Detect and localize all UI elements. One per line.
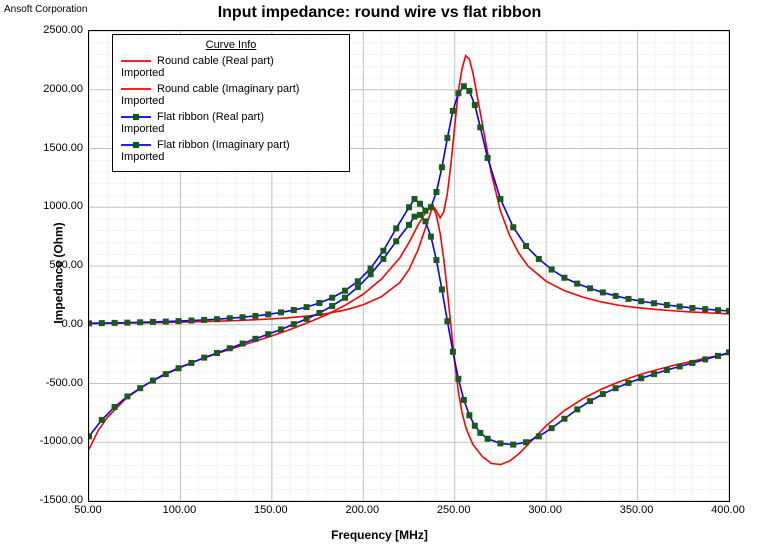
xtick-label: 100.00 bbox=[163, 504, 197, 516]
ytick-label: -1000.00 bbox=[28, 435, 83, 447]
legend-item: Flat ribbon (Real part) bbox=[121, 111, 341, 123]
xtick-label: 250.00 bbox=[437, 504, 471, 516]
ytick-label: -500.00 bbox=[28, 377, 83, 389]
ytick-label: 2500.00 bbox=[28, 24, 83, 36]
xtick-label: 300.00 bbox=[528, 504, 562, 516]
ytick-label: 1500.00 bbox=[28, 142, 83, 154]
xtick-label: 200.00 bbox=[345, 504, 379, 516]
legend-item: Round cable (Imaginary part) bbox=[121, 83, 341, 95]
legend-label: Round cable (Real part) bbox=[157, 55, 274, 67]
legend-item: Flat ribbon (Imaginary part) bbox=[121, 139, 341, 151]
legend-title: Curve Info bbox=[121, 39, 341, 51]
ytick-label: 500.00 bbox=[28, 259, 83, 271]
legend-sublabel: Imported bbox=[121, 151, 341, 163]
ytick-label: -1500.00 bbox=[28, 494, 83, 506]
xtick-label: 150.00 bbox=[254, 504, 288, 516]
legend-swatch bbox=[121, 83, 151, 95]
xtick-label: 350.00 bbox=[620, 504, 654, 516]
legend-label: Flat ribbon (Real part) bbox=[157, 111, 264, 123]
legend-item: Round cable (Real part) bbox=[121, 55, 341, 67]
legend-label: Flat ribbon (Imaginary part) bbox=[157, 139, 290, 151]
legend-sublabel: Imported bbox=[121, 67, 341, 79]
y-axis-label: Impedance (Ohm) bbox=[52, 222, 66, 323]
legend-swatch bbox=[121, 139, 151, 151]
xtick-label: 400.00 bbox=[711, 504, 745, 516]
ytick-label: 0.00 bbox=[28, 318, 83, 330]
ytick-label: 1000.00 bbox=[28, 200, 83, 212]
x-axis-label: Frequency [MHz] bbox=[0, 528, 759, 542]
legend-sublabel: Imported bbox=[121, 95, 341, 107]
chart-title: Input impedance: round wire vs flat ribb… bbox=[0, 4, 759, 22]
legend-swatch bbox=[121, 55, 151, 67]
legend-sublabel: Imported bbox=[121, 123, 341, 135]
legend-box: Curve Info Round cable (Real part)Import… bbox=[112, 34, 350, 172]
legend-label: Round cable (Imaginary part) bbox=[157, 83, 299, 95]
legend-swatch bbox=[121, 111, 151, 123]
ytick-label: 2000.00 bbox=[28, 83, 83, 95]
